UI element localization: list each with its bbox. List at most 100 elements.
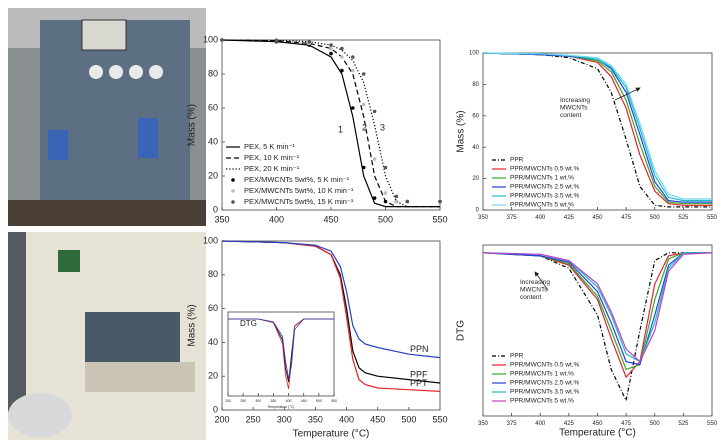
- x-tick-label: 350: [308, 414, 323, 424]
- data-point: [274, 38, 279, 43]
- x-tick-label: 350: [271, 399, 277, 403]
- series-line: [482, 52, 712, 206]
- chart: 350 375 400 425 450 475 500 525 550 Temperature (…: [456, 244, 718, 438]
- x-tick-label: 375: [507, 421, 518, 427]
- y-tick-label: 80: [208, 68, 218, 78]
- x-tick-label: 400: [339, 414, 354, 424]
- legend-label: PEX/MWCNTs 5wt%, 10 K min⁻¹: [244, 186, 354, 195]
- annotation: 2: [362, 122, 367, 132]
- y-tick-label: 80: [208, 269, 218, 279]
- x-tick-label: 200: [225, 399, 231, 403]
- y-tick-label: 0: [213, 404, 218, 414]
- data-point: [361, 102, 366, 107]
- annotation: Increasing MWCNTs content: [560, 97, 590, 119]
- series-line: [482, 252, 712, 379]
- chart: 200 250 300 350 400 450 500 550 Temperature (°C)…: [225, 311, 337, 409]
- legend-swatch: [231, 189, 235, 193]
- y-axis-label: Mass (%): [187, 304, 198, 346]
- x-axis-label: Temperature (°C): [293, 428, 370, 439]
- x-axis-label: Temperature (°C): [559, 427, 636, 438]
- x-tick-label: 550: [707, 421, 718, 427]
- series-line: [482, 252, 712, 371]
- legend-label: PEX/MWCNTs 5wt%, 5 K min⁻¹: [244, 175, 350, 184]
- x-tick-label: 300: [277, 414, 292, 424]
- data-point: [372, 109, 377, 114]
- y-tick-label: 100: [203, 235, 218, 245]
- x-tick-label: 400: [269, 214, 284, 224]
- x-tick-label: 500: [316, 399, 322, 403]
- x-tick-label: 550: [707, 215, 718, 221]
- data-point: [405, 199, 410, 204]
- y-tick-label: 100: [469, 51, 480, 57]
- y-tick-label: 40: [472, 145, 479, 151]
- y-tick-label: 20: [208, 371, 218, 381]
- data-point: [329, 43, 333, 47]
- legend-label: PPR/MWCNTs 2.5 wt.%: [510, 380, 580, 387]
- y-tick-label: 0: [213, 204, 218, 214]
- series-line: [482, 52, 712, 208]
- data-point: [329, 46, 333, 51]
- photo-lab: [8, 232, 206, 440]
- x-tick-label: 300: [255, 399, 261, 403]
- annotation: 3: [380, 122, 385, 132]
- y-tick-label: 0: [476, 208, 480, 214]
- data-point: [361, 72, 366, 76]
- x-tick-label: 350: [214, 214, 229, 224]
- x-tick-label: 475: [621, 215, 632, 221]
- data-point: [307, 39, 312, 44]
- x-tick-label: 500: [378, 214, 393, 224]
- series-line: [221, 240, 441, 359]
- y-tick-label: 80: [472, 82, 479, 88]
- x-tick-label: 450: [592, 421, 603, 427]
- y-tick-label: 40: [208, 136, 218, 146]
- y-tick-label: 20: [208, 170, 218, 180]
- data-point: [351, 68, 355, 73]
- y-tick-label: 100: [203, 34, 218, 44]
- y-axis-label: Mass (%): [187, 104, 198, 146]
- data-point: [383, 191, 388, 195]
- data-point: [340, 68, 344, 73]
- legend-label: PPR: [510, 157, 524, 164]
- annotation-arrow: [534, 271, 549, 291]
- x-tick-label: 425: [564, 421, 575, 427]
- legend-label: PPR/MWCNTs 1 wt.%: [510, 371, 574, 378]
- data-point: [438, 199, 442, 204]
- y-tick-label: 60: [208, 102, 218, 112]
- series-line: [482, 52, 712, 203]
- legend-label: PEX, 20 K min⁻¹: [244, 164, 300, 173]
- x-tick-label: 500: [401, 414, 416, 424]
- y-tick-label: 20: [472, 176, 479, 182]
- x-tick-label: 400: [535, 215, 546, 221]
- series-line: [482, 252, 713, 363]
- data-point: [329, 51, 333, 56]
- series-line: [482, 252, 712, 363]
- y-axis-label: DTG: [456, 320, 467, 341]
- data-point: [372, 196, 377, 200]
- x-tick-label: 550: [432, 414, 447, 424]
- data-point: [361, 165, 366, 170]
- annotation-arrow: [614, 87, 641, 101]
- annotation: DTG: [240, 319, 257, 328]
- chart: 200 250 300 350 400 450 500 550 0 20 40 60 80 100 Temp…: [187, 235, 448, 439]
- series-line: [221, 240, 441, 392]
- x-tick-label: 525: [678, 215, 689, 221]
- x-tick-label: 450: [323, 214, 338, 224]
- series-line: [228, 318, 334, 390]
- data-point: [340, 55, 344, 59]
- x-tick-label: 250: [240, 399, 246, 403]
- data-point: [383, 165, 388, 170]
- legend-label: PPR/MWCNTs 0.5 wt.%: [510, 166, 580, 173]
- x-tick-label: 375: [507, 215, 518, 221]
- x-tick-label: 200: [214, 414, 229, 424]
- photo-instrument: [8, 8, 206, 226]
- x-tick-label: 400: [286, 399, 292, 403]
- series-line: [221, 39, 440, 208]
- x-tick-label: 475: [621, 421, 632, 427]
- y-axis-label: Mass (%): [456, 110, 467, 152]
- x-tick-label: 350: [478, 421, 489, 427]
- plot-frame: [227, 311, 335, 397]
- x-tick-label: 450: [370, 414, 385, 424]
- x-tick-label: 450: [301, 399, 307, 403]
- series-line: [482, 252, 712, 403]
